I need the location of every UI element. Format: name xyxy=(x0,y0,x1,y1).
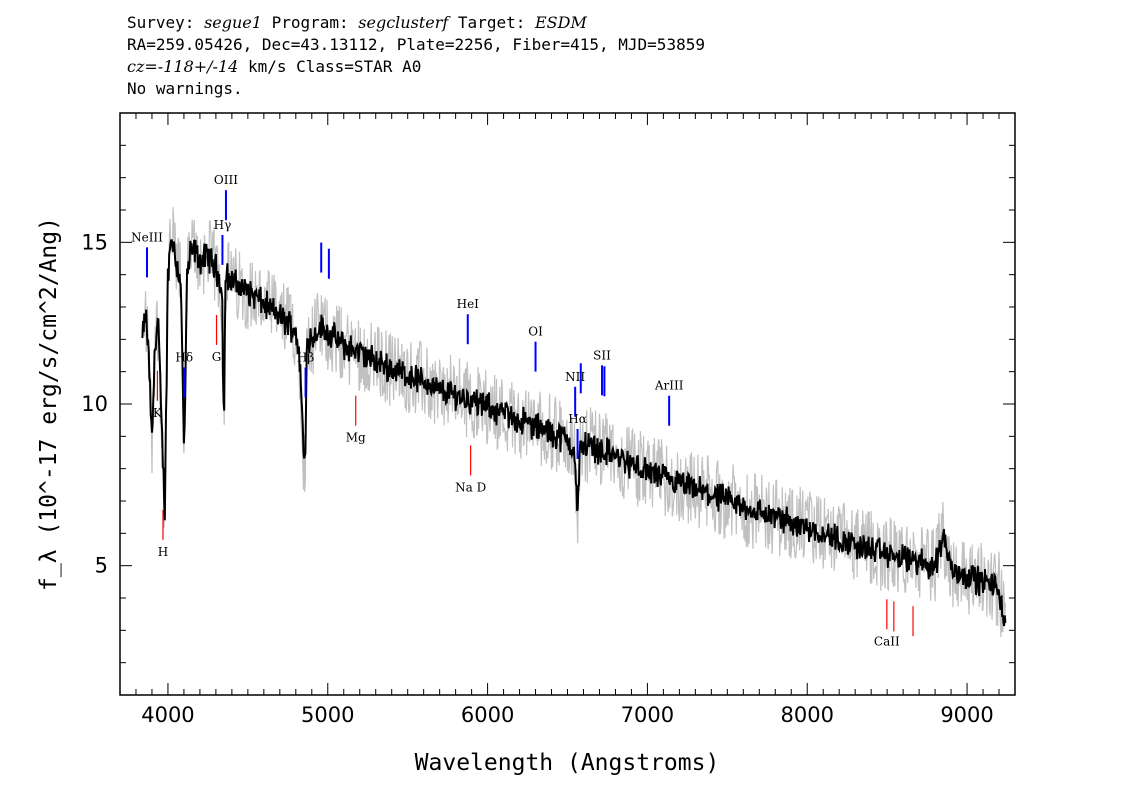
spectral-line-label: OI xyxy=(528,325,543,339)
survey-label: Survey: xyxy=(127,13,195,32)
header-line-1: Survey: segue1 Program: segclusterf Targ… xyxy=(127,12,705,34)
spectral-line-label: Na D xyxy=(455,480,486,494)
spectral-line-label: G xyxy=(212,350,222,364)
target-value: ESDM xyxy=(535,13,587,32)
spectral-line-label: Hγ xyxy=(214,218,232,232)
y-tick-label: 10 xyxy=(81,392,108,416)
spectral-line-label: NII xyxy=(565,370,585,384)
cz-label: cz= xyxy=(127,57,158,76)
spectral-line-label: Hα xyxy=(568,412,587,426)
spectral-line-label: Hβ xyxy=(297,351,314,365)
program-label: Program: xyxy=(271,13,349,32)
spectral-line-label: OIII xyxy=(214,173,238,187)
spectral-line-label: NeIII xyxy=(131,230,163,244)
program-value: segclusterf xyxy=(358,13,449,32)
flux-line xyxy=(141,239,1007,627)
x-tick-label: 8000 xyxy=(781,703,834,727)
axes: 4000 5000 6000 7000 8000 9000 5 10 15 xyxy=(81,112,1016,727)
line-annotations: NeIII Hδ Hγ OIII Hβ HeI OI NII Hα SII ArIII K H G Mg Na… xyxy=(131,173,914,648)
target-label: Target: xyxy=(457,13,526,32)
spectral-line-label: SII xyxy=(593,348,611,362)
spectrum-header: Survey: segue1 Program: segclusterf Targ… xyxy=(127,12,705,100)
header-line-3: cz=-118+/-14 km/s Class=STAR A0 xyxy=(127,56,705,78)
spectral-line-label: Hδ xyxy=(175,351,193,365)
cz-value: -118+/-14 xyxy=(157,57,239,76)
y-tick-label: 5 xyxy=(95,554,108,578)
x-tick-label: 9000 xyxy=(940,703,993,727)
spectral-line-label: K xyxy=(153,406,163,420)
spectral-line-label: HeI xyxy=(457,297,480,311)
survey-value: segue1 xyxy=(204,13,262,32)
plot-frame xyxy=(119,112,1016,696)
y-axis-title: f_λ (10^-17 erg/s/cm^2/Ang) xyxy=(36,217,62,591)
y-axis-title-text: f_λ (10^-17 erg/s/cm^2/Ang) xyxy=(36,217,62,591)
y-tick-label: 15 xyxy=(81,230,108,254)
x-tick-label: 4000 xyxy=(141,703,194,727)
spectral-line-label: CaII xyxy=(874,634,900,648)
spectral-line-label: H xyxy=(158,545,168,559)
cz-rest: km/s Class=STAR A0 xyxy=(238,57,422,76)
x-tick-label: 7000 xyxy=(621,703,674,727)
spectral-line-label: ArIII xyxy=(654,379,684,393)
spectral-line-label: Mg xyxy=(346,431,366,445)
series-layer xyxy=(141,239,1007,627)
x-tick-label: 6000 xyxy=(461,703,514,727)
x-tick-label: 5000 xyxy=(301,703,354,727)
header-line-2: RA=259.05426, Dec=43.13112, Plate=2256, … xyxy=(127,35,705,54)
warnings-line: No warnings. xyxy=(127,79,243,98)
x-axis-title: Wavelength (Angstroms) xyxy=(415,750,720,776)
